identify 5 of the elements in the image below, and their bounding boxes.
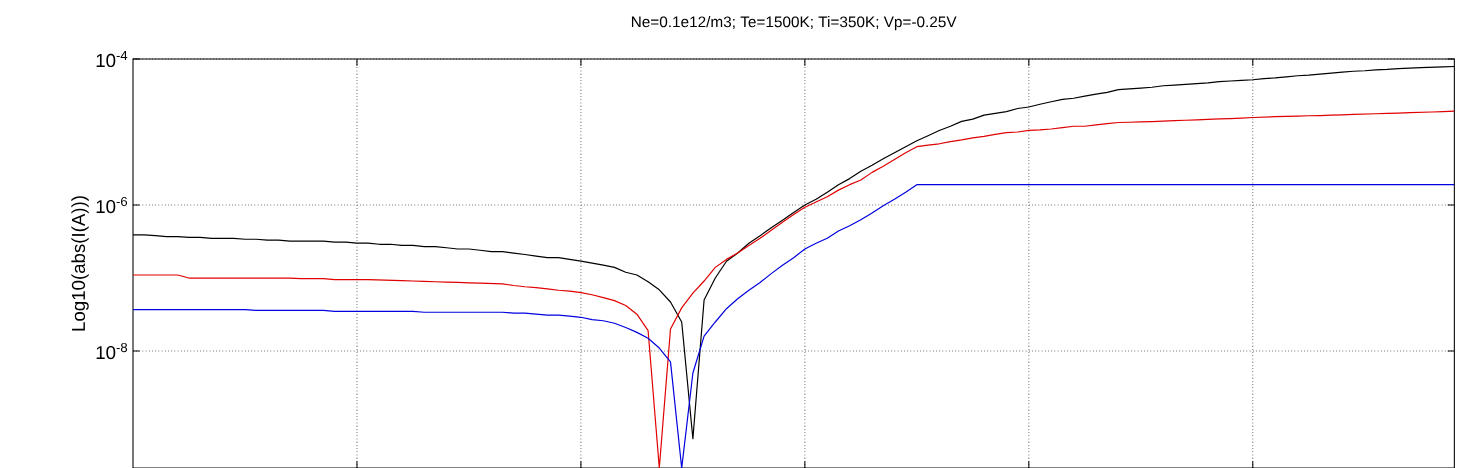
y-tick-label: 10$^{-8}$	[96, 342, 128, 360]
y-tick-label: 10$^{-6}$	[96, 196, 128, 214]
y-tick-label: 10$^{-4}$	[96, 50, 128, 68]
y-axis-title: Log10(abs(I(A)))	[71, 196, 89, 331]
chart-title: Ne=0.1e12/m3; Te=1500K; Ti=350K; Vp=-0.25V	[631, 16, 957, 31]
